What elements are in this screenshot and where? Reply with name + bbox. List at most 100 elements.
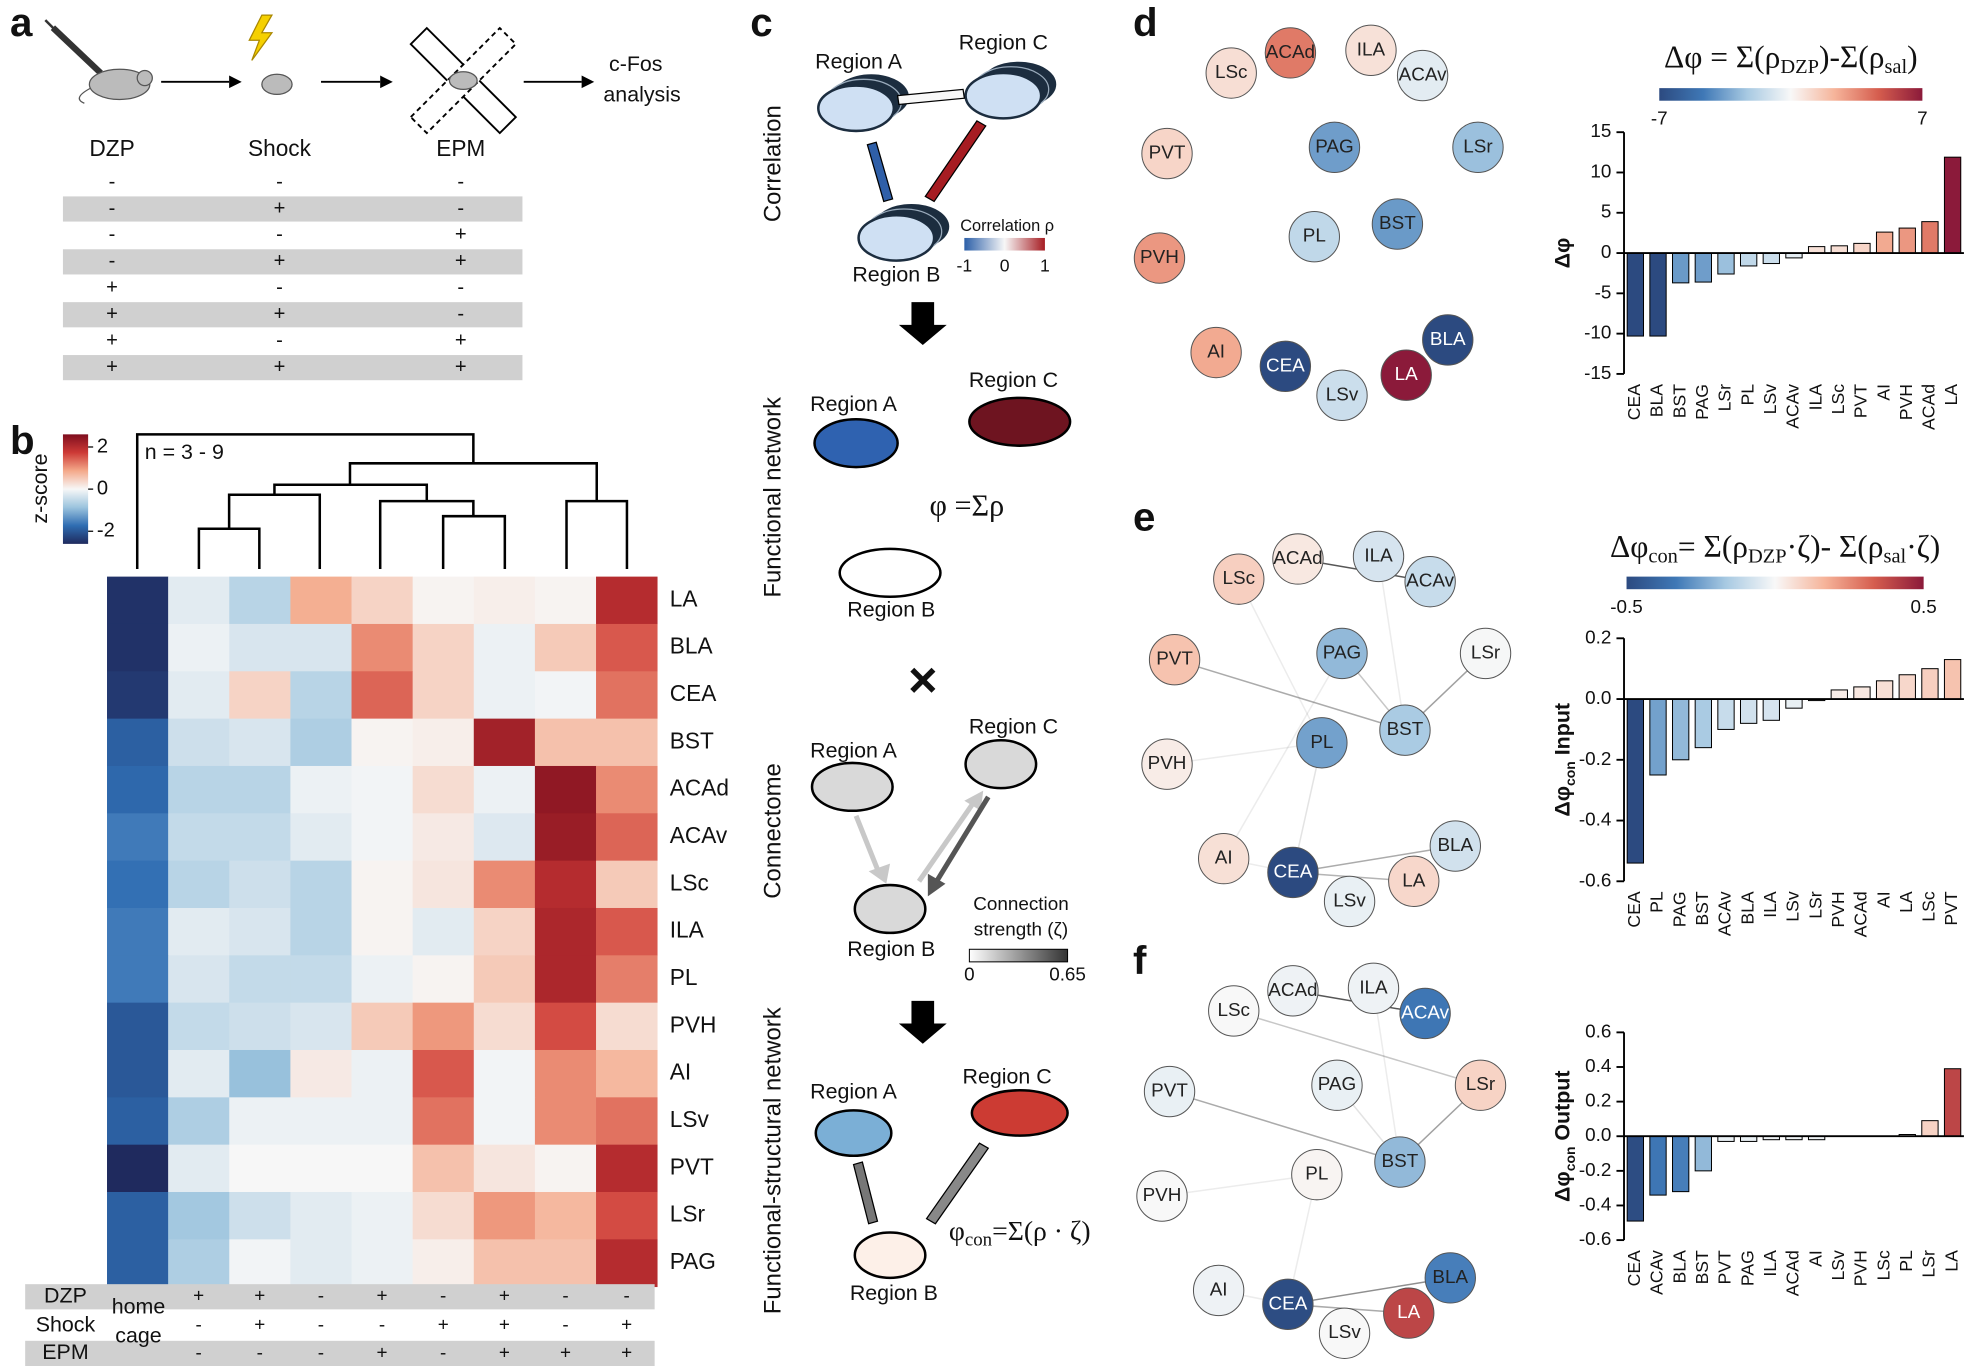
x-tick-label: PVT [1851,384,1871,418]
region-a [813,417,899,469]
corr-colorbar [964,237,1045,251]
table-header: DZP [89,135,134,161]
heatmap-cell [290,1002,352,1051]
network-node [1190,326,1242,379]
dendrogram-branch [441,514,507,570]
network-edge [1161,1173,1317,1197]
panel-label: f [1133,938,1147,983]
table-header: Shock [248,135,312,161]
dendrogram-branch [197,527,261,570]
bar [1672,1135,1690,1193]
colorbar-tick-label: 2 [97,435,108,457]
heatmap-cell [290,1192,352,1240]
heatmap-cell [412,955,475,1004]
table-cell: - [109,250,116,272]
colorbar-label: strength (ζ) [974,919,1068,940]
condition-cell: + [254,1315,265,1336]
corr-edge [866,141,894,203]
colorbar-tick-label: -1 [957,256,973,276]
heatmap-cell [290,860,352,909]
x-tick-label: PVH [1896,384,1916,420]
node-label: PL [1305,1164,1328,1185]
network-edge [1174,658,1406,731]
mouse [448,71,478,91]
heatmap-cell [596,1049,658,1098]
heatmap-cell [596,907,658,956]
x-tick-label: ILA [1760,891,1780,918]
condition-cell: + [254,1286,265,1307]
arrowhead [964,790,984,811]
mouse [261,73,293,96]
x-tick-label: PL [1647,891,1667,913]
strength-colorbar [968,948,1069,963]
heatmap-cell [290,1097,352,1146]
x-tick-label: ACAv [1647,1250,1667,1295]
heatmap-cell [351,907,414,956]
network-node [1213,553,1265,605]
node-label: CEA [1274,861,1313,882]
heatmap-cell [534,765,597,814]
annotation: n = 3 - 9 [145,440,224,464]
bar [1762,252,1780,265]
heatmap-cell [168,765,230,814]
heatmap-cell [290,671,352,720]
node-label: AI [1207,342,1225,363]
row-label: BST [670,727,714,753]
network-node [1308,121,1361,173]
x-tick-label: PAG [1737,1250,1757,1286]
bar [1943,1068,1962,1137]
network-node [1352,530,1405,583]
heatmap-cell [107,813,169,862]
y-tick-label: 0.2 [1585,1091,1611,1112]
condition-cell: - [318,1315,324,1336]
heatmap-cell [168,718,230,767]
bar [1626,252,1645,337]
bar [1649,252,1667,337]
colorbar-tick-label: 0 [97,477,108,499]
row-band [25,1340,655,1366]
node-label: BLA [1432,1267,1468,1288]
heatmap-cell [168,576,230,625]
x-tick-label: ACAd [1783,1250,1803,1296]
heatmap-cell [351,813,414,862]
region-label: Region B [847,597,935,621]
x-tick-label: CEA [1624,1250,1644,1286]
table-cell: - [276,329,283,351]
heatmap-cell [107,1192,169,1240]
colorbar-tick-label: -2 [97,520,115,542]
condition-cell: - [318,1286,324,1307]
heatmap-cell [473,1144,536,1193]
x-tick-label: PL [1737,384,1757,406]
heatmap-cell [168,623,230,672]
heatmap-cell [412,813,475,862]
heatmap-cell [473,813,536,862]
network-node [1205,47,1257,99]
corr-edge [924,120,987,203]
bar [1875,680,1894,700]
node-label: ACAd [1273,548,1322,569]
region-a [810,761,894,813]
mouse-head [136,69,153,87]
formula: Δφcon Output [1550,1071,1578,1202]
down-arrow [898,1000,947,1044]
condition-cell: - [440,1286,446,1307]
x-tick-label: BST [1669,384,1689,418]
y-tick-label: -0.4 [1579,810,1612,831]
table-cell: + [106,277,118,299]
network-node [1399,987,1451,1040]
y-tick-label: 0.2 [1585,627,1611,648]
network-edge [1292,845,1456,874]
formula-part: =Σ(ρ · ζ) [992,1215,1091,1246]
operator: × [908,651,937,708]
colorbar-tick-label: 7 [1917,109,1927,130]
heatmap-cell [168,1239,230,1288]
x-tick-label: LSv [1783,891,1803,922]
heatmap-cell [473,860,536,909]
node-label: PVH [1140,247,1179,268]
y-tick-label: 0 [1601,242,1611,263]
x-tick-label: PAG [1669,891,1689,927]
heatmap-cell [596,955,658,1004]
node-label: LSc [1223,568,1256,589]
network-node [1323,875,1376,928]
heatmap-cell [290,1239,352,1288]
